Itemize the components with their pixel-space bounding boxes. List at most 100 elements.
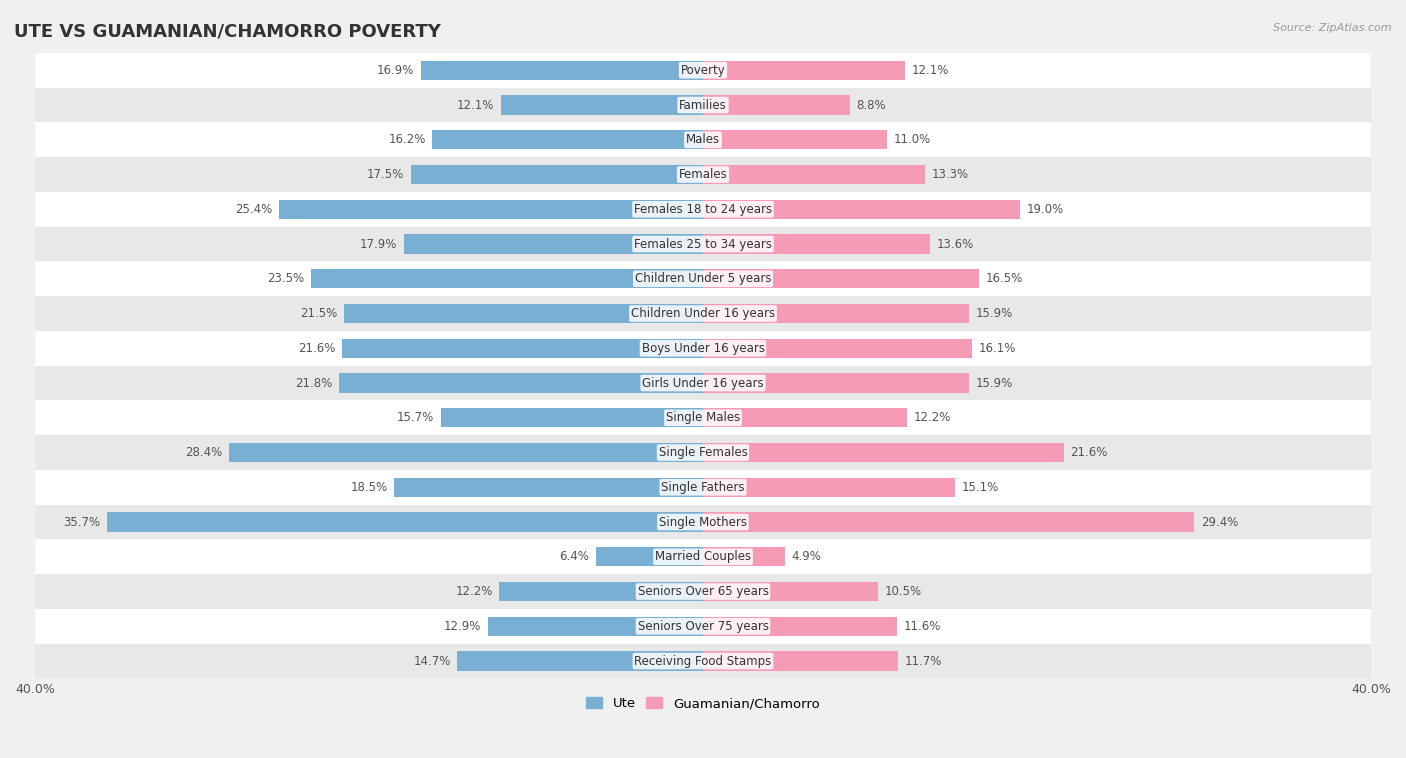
Bar <box>703 617 897 636</box>
Text: 23.5%: 23.5% <box>267 272 304 285</box>
Bar <box>35 540 1371 574</box>
Text: 35.7%: 35.7% <box>63 515 100 528</box>
Bar <box>35 192 1371 227</box>
Bar <box>703 582 879 601</box>
Bar <box>703 199 1021 219</box>
Text: Boys Under 16 years: Boys Under 16 years <box>641 342 765 355</box>
Text: 17.5%: 17.5% <box>367 168 404 181</box>
Bar <box>35 262 1371 296</box>
Text: Source: ZipAtlas.com: Source: ZipAtlas.com <box>1274 23 1392 33</box>
Text: Girls Under 16 years: Girls Under 16 years <box>643 377 763 390</box>
Bar <box>441 409 703 428</box>
Bar <box>35 331 1371 365</box>
Text: 16.1%: 16.1% <box>979 342 1017 355</box>
Bar <box>35 53 1371 88</box>
Bar <box>703 304 969 323</box>
Text: 10.5%: 10.5% <box>884 585 922 598</box>
Bar <box>420 61 703 80</box>
Text: 15.7%: 15.7% <box>396 412 434 424</box>
Text: 13.6%: 13.6% <box>936 237 974 251</box>
Text: 13.3%: 13.3% <box>932 168 969 181</box>
Bar <box>404 234 703 254</box>
Bar <box>703 130 887 149</box>
Bar <box>311 269 703 288</box>
Text: 21.8%: 21.8% <box>295 377 332 390</box>
Bar <box>703 547 785 566</box>
Bar <box>703 269 979 288</box>
Bar <box>488 617 703 636</box>
Text: 12.2%: 12.2% <box>914 412 950 424</box>
Bar <box>35 435 1371 470</box>
Bar <box>35 609 1371 644</box>
Text: Children Under 16 years: Children Under 16 years <box>631 307 775 320</box>
Bar <box>703 374 969 393</box>
Bar <box>35 296 1371 331</box>
Text: Poverty: Poverty <box>681 64 725 77</box>
Text: 12.9%: 12.9% <box>443 620 481 633</box>
Text: 28.4%: 28.4% <box>184 446 222 459</box>
Text: 15.9%: 15.9% <box>976 307 1012 320</box>
Bar <box>703 234 931 254</box>
Text: Seniors Over 65 years: Seniors Over 65 years <box>637 585 769 598</box>
Bar <box>35 574 1371 609</box>
Bar <box>703 512 1194 531</box>
Text: Females: Females <box>679 168 727 181</box>
Text: Receiving Food Stamps: Receiving Food Stamps <box>634 655 772 668</box>
Text: Single Fathers: Single Fathers <box>661 481 745 493</box>
Text: 29.4%: 29.4% <box>1201 515 1239 528</box>
Bar <box>35 470 1371 505</box>
Bar <box>342 339 703 358</box>
Text: 19.0%: 19.0% <box>1026 203 1064 216</box>
Bar <box>703 478 955 496</box>
Text: 15.9%: 15.9% <box>976 377 1012 390</box>
Text: Married Couples: Married Couples <box>655 550 751 563</box>
Text: 15.1%: 15.1% <box>962 481 1000 493</box>
Bar <box>703 651 898 671</box>
Text: 11.7%: 11.7% <box>905 655 942 668</box>
Bar <box>35 122 1371 157</box>
Bar <box>339 374 703 393</box>
Bar <box>35 644 1371 678</box>
Text: 18.5%: 18.5% <box>350 481 387 493</box>
Bar <box>411 165 703 184</box>
Bar <box>35 157 1371 192</box>
Text: 11.6%: 11.6% <box>904 620 941 633</box>
Legend: Ute, Guamanian/Chamorro: Ute, Guamanian/Chamorro <box>581 692 825 716</box>
Text: 16.2%: 16.2% <box>388 133 426 146</box>
Bar <box>35 505 1371 540</box>
Text: 12.1%: 12.1% <box>457 99 495 111</box>
Bar <box>499 582 703 601</box>
Bar <box>35 88 1371 122</box>
Bar <box>703 409 907 428</box>
Text: 8.8%: 8.8% <box>856 99 886 111</box>
Bar <box>596 547 703 566</box>
Bar <box>394 478 703 496</box>
Bar <box>344 304 703 323</box>
Bar <box>703 339 972 358</box>
Bar <box>501 96 703 114</box>
Text: 21.6%: 21.6% <box>298 342 336 355</box>
Bar <box>703 96 851 114</box>
Text: 17.9%: 17.9% <box>360 237 398 251</box>
Text: 16.9%: 16.9% <box>377 64 413 77</box>
Text: Females 18 to 24 years: Females 18 to 24 years <box>634 203 772 216</box>
Bar <box>35 227 1371 262</box>
Bar <box>457 651 703 671</box>
Bar <box>229 443 703 462</box>
Text: 25.4%: 25.4% <box>235 203 273 216</box>
Text: 16.5%: 16.5% <box>986 272 1022 285</box>
Text: 11.0%: 11.0% <box>893 133 931 146</box>
Text: Single Mothers: Single Mothers <box>659 515 747 528</box>
Bar <box>703 61 905 80</box>
Text: 4.9%: 4.9% <box>792 550 821 563</box>
Bar <box>278 199 703 219</box>
Text: UTE VS GUAMANIAN/CHAMORRO POVERTY: UTE VS GUAMANIAN/CHAMORRO POVERTY <box>14 23 441 41</box>
Text: 14.7%: 14.7% <box>413 655 451 668</box>
Text: Seniors Over 75 years: Seniors Over 75 years <box>637 620 769 633</box>
Bar <box>35 400 1371 435</box>
Bar <box>703 165 925 184</box>
Bar <box>35 365 1371 400</box>
Bar <box>433 130 703 149</box>
Bar <box>107 512 703 531</box>
Text: Children Under 5 years: Children Under 5 years <box>634 272 772 285</box>
